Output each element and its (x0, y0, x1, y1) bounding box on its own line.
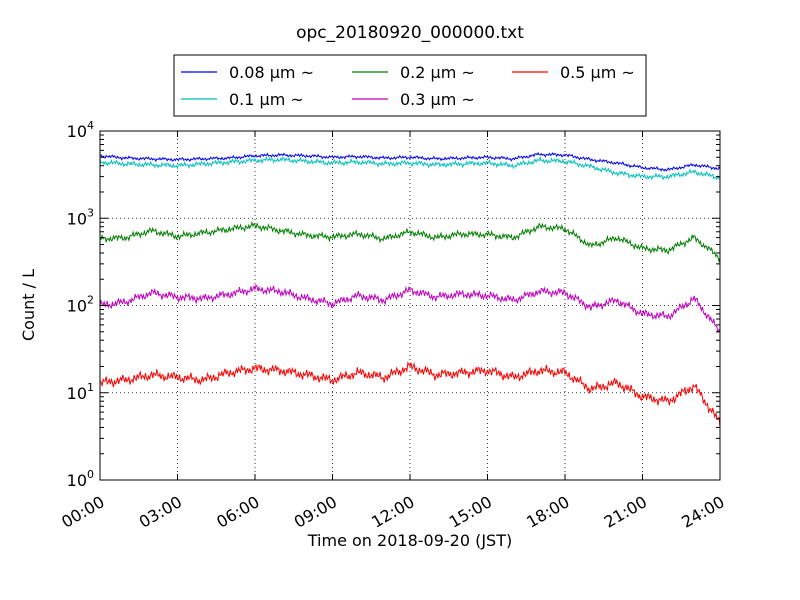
series-line (99, 152, 721, 172)
series-line (99, 155, 721, 181)
x-axis-label: Time on 2018-09-20 (JST) (307, 531, 512, 550)
legend-label: 0.08 μm ~ (229, 63, 314, 82)
series-lines (99, 152, 721, 428)
y-tick-label: 103 (67, 206, 94, 228)
legend-label: 0.5 μm ~ (560, 63, 635, 82)
y-tick-label: 101 (67, 381, 94, 403)
y-axis-label: Count / L (19, 269, 38, 341)
series-line (99, 361, 721, 428)
chart-title: opc_20180920_000000.txt (296, 23, 524, 43)
legend-label: 0.3 μm ~ (400, 90, 475, 109)
legend: 0.08 μm ~ 0.1 μm ~ 0.2 μm ~ 0.3 μm ~ 0.5 μm … (173, 54, 647, 117)
series-line (99, 220, 721, 264)
y-tick-label: 100 (67, 468, 94, 490)
y-tick-label: 102 (67, 294, 94, 316)
y-tick-label: 104 (67, 119, 94, 141)
y-axis: 100 101 102 103 104 (67, 119, 720, 490)
series-line (99, 283, 721, 333)
legend-label: 0.2 μm ~ (400, 63, 475, 82)
legend-label: 0.1 μm ~ (229, 90, 304, 109)
legend-box (173, 54, 647, 117)
